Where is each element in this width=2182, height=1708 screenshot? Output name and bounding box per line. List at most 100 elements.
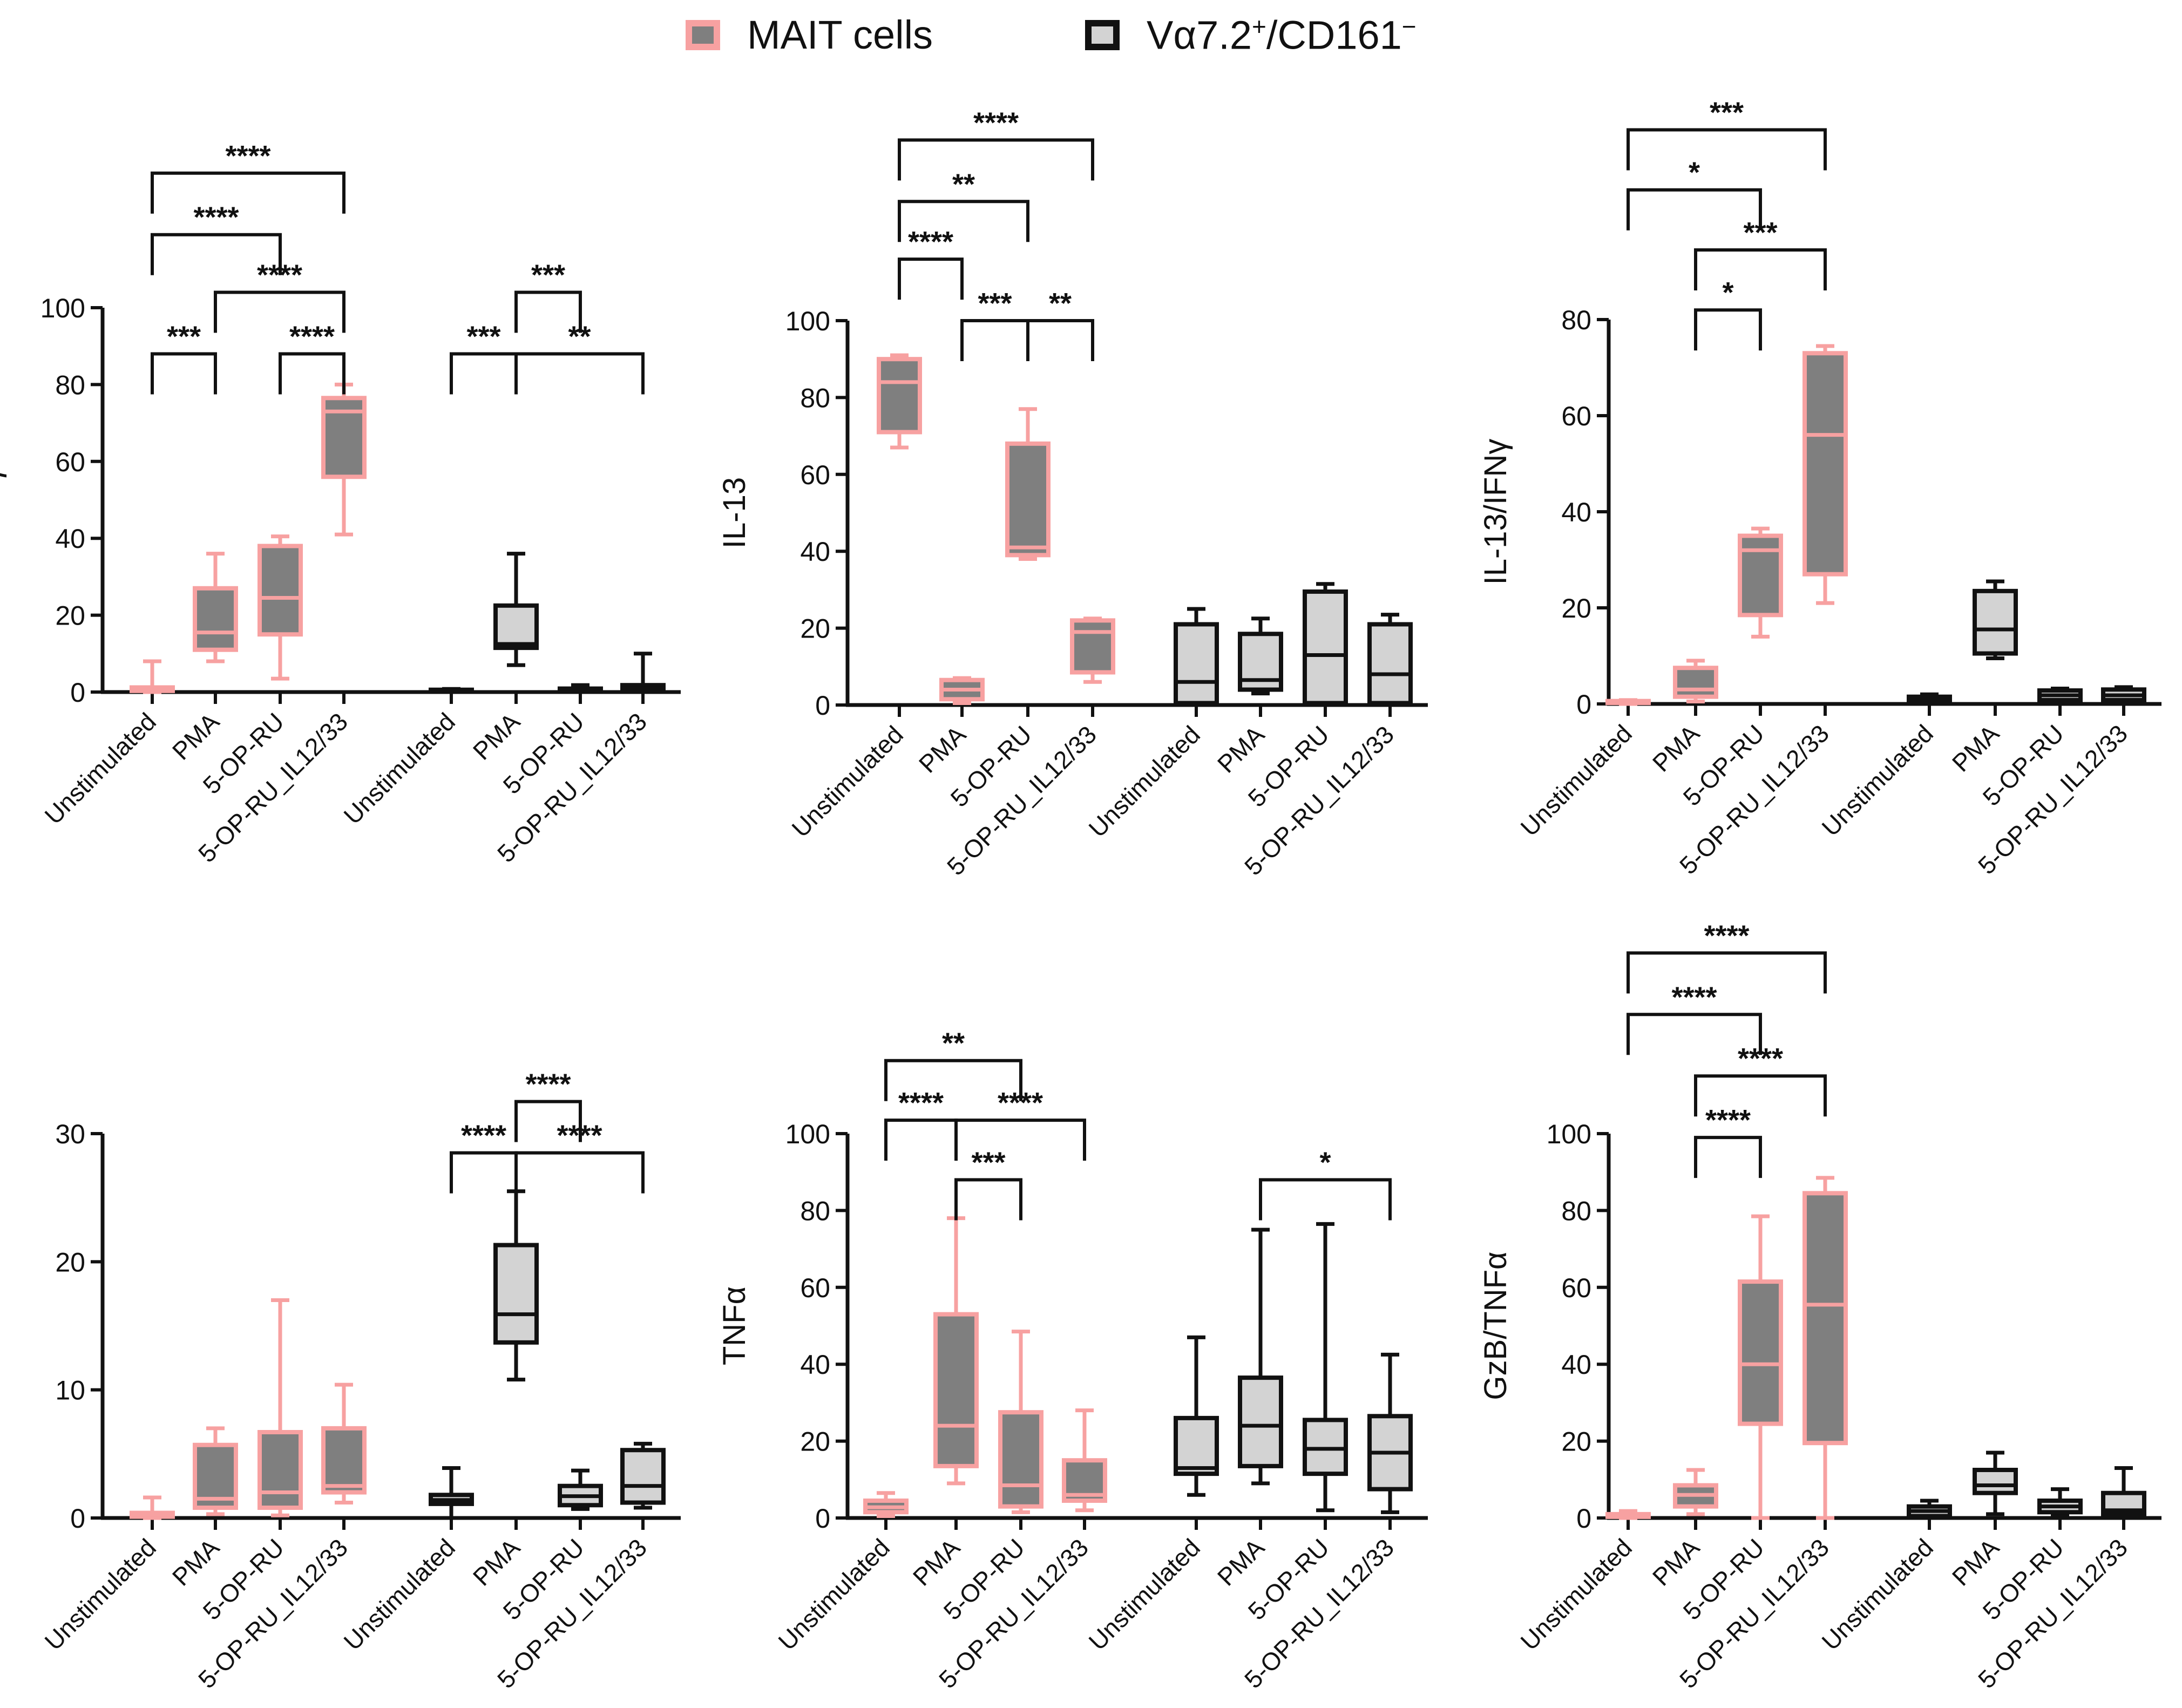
significance-label: **** [1671,981,1717,1013]
x-tick-label: PMA [913,720,971,778]
box-mait-3 [1738,1214,1783,1520]
significance-bracket: **** [279,320,345,395]
box-iqr [257,1429,303,1510]
y-tick-label: 20 [1561,1427,1591,1457]
y-axis-label: IL-13 [717,477,752,548]
significance-bracket: ** [1026,287,1094,361]
significance-bracket: *** [960,287,1029,361]
x-tick-label: PMA [167,1533,225,1591]
box-iqr [933,1312,979,1468]
box-mait-2 [1673,659,1718,704]
significance-label: * [1319,1146,1331,1178]
y-tick-label: 60 [1561,1273,1591,1303]
bracket-line [884,1059,1022,1101]
x-tick-label: PMA [907,1533,965,1591]
y-tick-label: 40 [1561,1350,1591,1380]
significance-bracket: *** [151,320,217,395]
box-control-4 [620,1441,666,1510]
y-tick-label: 40 [1561,497,1591,527]
significance-bracket: **** [1627,981,1762,1055]
y-axis-label: GzB/TNFα [1478,1251,1513,1400]
box-iqr [1738,533,1783,618]
box-mait-1 [130,659,175,694]
box-iqr [1303,1418,1348,1476]
box-control-3 [2037,1487,2083,1518]
bracket-line [1694,248,1827,290]
y-tick-label: 10 [55,1375,85,1406]
x-tick-label: PMA [1947,1533,2004,1591]
box-control-1 [1907,1499,1952,1520]
box-mait-3 [1738,526,1783,639]
y-tick-label: 20 [800,614,830,644]
box-mait-3 [257,534,303,681]
x-tick-label: Unstimulated [1515,719,1637,842]
box-iqr [1802,1191,1848,1446]
significance-label: *** [167,320,201,353]
significance-bracket: *** [450,320,518,395]
legend-item-control: Vα7.2+/CD161− [1085,12,1417,58]
significance-bracket: ** [898,168,1029,242]
box-iqr [877,357,922,435]
bracket-line [279,352,345,395]
significance-label: **** [289,320,335,353]
box-control-3 [1303,582,1348,707]
significance-label: **** [973,106,1019,139]
box-iqr [620,1448,666,1505]
significance-label: * [1689,157,1700,189]
box-iqr [1973,1468,2018,1495]
significance-label: *** [466,320,500,353]
box-mait-1 [1605,698,1651,706]
x-tick-label: PMA [1947,719,2004,777]
bracket-line [898,138,1094,181]
box-control-2 [493,552,539,667]
significance-bracket: **** [898,226,964,300]
bracket-line [450,352,518,395]
significance-bracket: **** [954,1087,1086,1161]
x-tick-label: Unstimulated [338,1533,460,1656]
box-control-1 [1907,692,1952,706]
significance-label: **** [1705,1104,1751,1136]
box-iqr [998,1410,1043,1509]
box-control-1 [1174,1335,1219,1497]
x-tick-label: PMA [1647,1533,1705,1591]
box-iqr [1303,589,1348,706]
y-tick-label: 20 [55,601,85,631]
x-tick-label: Unstimulated [1816,719,1939,842]
box-mait-2 [939,676,985,705]
y-tick-label: 0 [1576,1503,1591,1534]
significance-bracket: * [1627,157,1762,231]
box-iqr [1070,618,1115,675]
y-axis-label: TNFα [717,1286,752,1365]
box-mait-4 [321,382,367,537]
box-control-3 [558,683,603,694]
x-tick-label: Unstimulated [1083,1533,1205,1656]
bracket-line [514,290,582,333]
x-tick-label: Unstimulated [1816,1533,1939,1656]
box-control-1 [1174,607,1219,707]
y-tick-label: 40 [800,537,830,567]
legend-label-control: Vα7.2+/CD161− [1147,12,1417,58]
box-iqr [193,586,238,652]
box-mait-3 [257,1298,303,1517]
box-iqr [1673,666,1718,699]
box-iqr [1802,351,1848,577]
y-tick-label: 100 [785,1119,830,1149]
x-tick-label: Unstimulated [1083,720,1205,843]
box-control-4 [1367,1352,1413,1514]
significance-bracket: *** [514,259,582,333]
box-mait-4 [1070,616,1115,684]
significance-bracket: ** [884,1027,1022,1101]
significance-label: **** [898,1087,944,1119]
significance-bracket: *** [1627,96,1827,171]
x-tick-label: PMA [1647,719,1705,777]
x-tick-label: PMA [167,707,225,765]
significance-label: **** [1704,919,1749,952]
box-control-2 [493,1189,539,1382]
y-tick-label: 30 [55,1119,85,1149]
box-control-4 [2101,685,2146,704]
box-iqr [257,544,303,637]
box-iqr [1005,441,1051,558]
significance-label: *** [1710,96,1744,128]
